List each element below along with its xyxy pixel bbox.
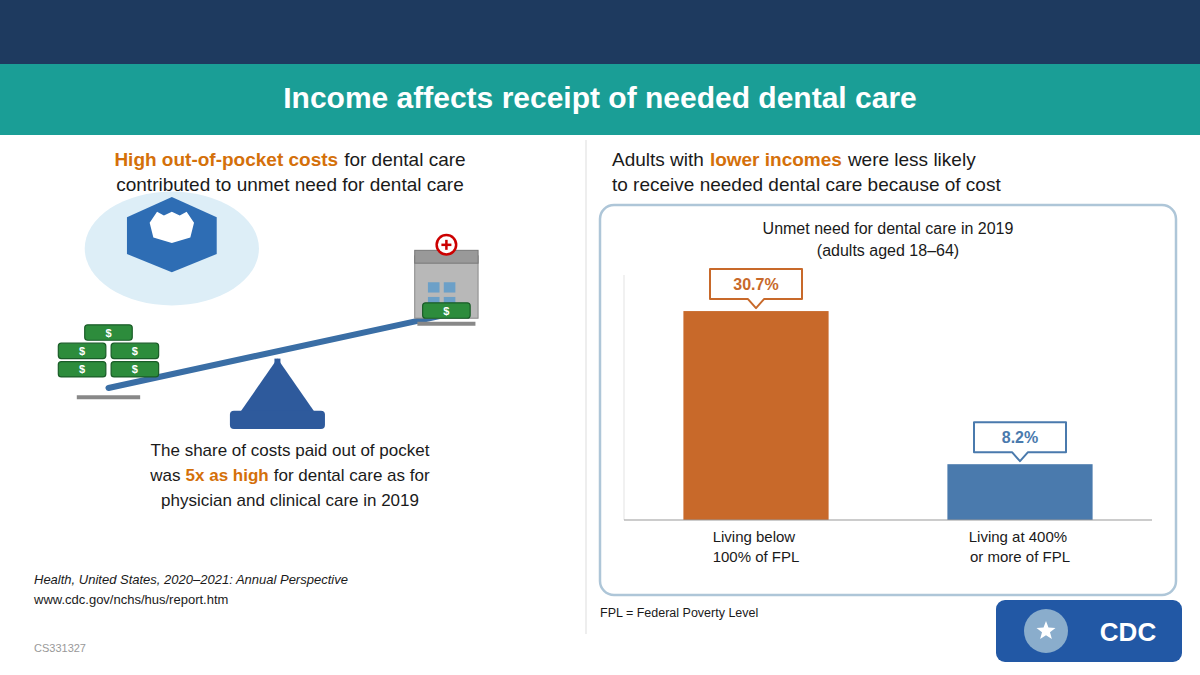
annotation-run: High out-of-pocket costs bbox=[114, 149, 338, 170]
callout: 30.7% bbox=[710, 269, 802, 308]
window bbox=[428, 282, 440, 292]
chart-subtitle: (adults aged 18–64) bbox=[817, 242, 959, 259]
bill-symbol: $ bbox=[105, 327, 111, 339]
logo-text: CDC bbox=[1100, 617, 1157, 647]
bill-symbol: $ bbox=[79, 363, 85, 375]
bill-symbol: $ bbox=[79, 345, 85, 357]
source-url: www.cdc.gov/nchs/hus/report.htm bbox=[33, 592, 228, 607]
bill-symbol: $ bbox=[132, 363, 138, 375]
bill bbox=[58, 362, 106, 377]
footnote: FPL = Federal Poverty Level bbox=[600, 606, 758, 620]
chart-title: Unmet need for dental care in 2019 bbox=[763, 220, 1014, 237]
annotation-run: lower incomes bbox=[710, 149, 842, 170]
divider bbox=[586, 140, 587, 634]
bill bbox=[111, 343, 159, 358]
logo-star bbox=[1036, 621, 1055, 639]
annotation-run: was bbox=[149, 466, 180, 485]
category-label-line: 100% of FPL bbox=[713, 548, 800, 565]
annotation: to receive needed dental care because of… bbox=[612, 174, 1001, 195]
callout-box bbox=[710, 269, 802, 308]
cross bbox=[441, 244, 451, 247]
callout: 8.2% bbox=[974, 422, 1066, 461]
annotation-run: were less likely bbox=[847, 149, 976, 170]
category-label-line: or more of FPL bbox=[970, 548, 1070, 565]
category-label: Living at 400% or more of FPL bbox=[969, 528, 1072, 565]
bill bbox=[85, 325, 133, 340]
bill bbox=[58, 343, 106, 358]
icon-circle bbox=[85, 192, 259, 306]
annotation: The share of costs paid out of pocket bbox=[151, 441, 430, 460]
chart-box bbox=[600, 205, 1176, 595]
x-axis-line bbox=[624, 520, 1152, 521]
left-pan bbox=[77, 395, 140, 399]
page: Income affects receipt of needed dental … bbox=[0, 0, 1200, 675]
bill bbox=[111, 362, 159, 377]
cross-ring bbox=[435, 234, 457, 256]
category-label-line: Living below bbox=[713, 528, 800, 545]
logo-emblem bbox=[1024, 609, 1068, 653]
bill-symbol: $ bbox=[443, 305, 449, 317]
pivot bbox=[240, 359, 314, 412]
cross-bg bbox=[438, 236, 455, 253]
callout-box bbox=[974, 422, 1066, 461]
right-heading: Adults with lower incomeswere less likely bbox=[612, 149, 976, 170]
category-label-line: Living at 400% bbox=[969, 528, 1072, 545]
header-strip bbox=[0, 0, 1200, 64]
annotation-run: for dental care bbox=[344, 149, 465, 170]
annotation-run: Adults with bbox=[612, 149, 704, 170]
logo-bg bbox=[996, 600, 1182, 662]
logo: CDC bbox=[996, 600, 1182, 662]
category-label: Living below 100% of FPL bbox=[713, 528, 800, 565]
source-tag: CS331327 bbox=[34, 642, 86, 654]
background bbox=[0, 0, 1200, 675]
y-axis-line bbox=[624, 275, 625, 520]
bill bbox=[423, 303, 471, 318]
shield bbox=[127, 197, 217, 272]
right-pan bbox=[417, 322, 475, 326]
base bbox=[230, 411, 325, 429]
annotation: physician and clinical care in 2019 bbox=[161, 491, 419, 510]
scale-illustration: $ $ $ $ $ $ bbox=[58, 192, 478, 429]
page-title: Income affects receipt of needed dental … bbox=[283, 81, 917, 114]
bar bbox=[947, 464, 1092, 520]
data-label: 8.2% bbox=[1002, 429, 1038, 446]
window bbox=[444, 282, 456, 292]
hospital bbox=[415, 256, 478, 318]
left-heading: High out-of-pocket costs for dental care bbox=[114, 149, 465, 170]
bars bbox=[683, 311, 1092, 520]
bill-symbol: $ bbox=[132, 345, 138, 357]
body-line: was 5x as high for dental care as for bbox=[149, 466, 430, 485]
annotation-run: for dental care as for bbox=[274, 466, 430, 485]
annotation-run: 5x as high bbox=[186, 466, 269, 485]
tooth bbox=[150, 212, 194, 243]
data-label: 30.7% bbox=[733, 276, 778, 293]
title-bar bbox=[0, 64, 1200, 135]
source: Health, United States, 2020–2021: Annual… bbox=[34, 572, 348, 587]
bar bbox=[683, 311, 828, 520]
